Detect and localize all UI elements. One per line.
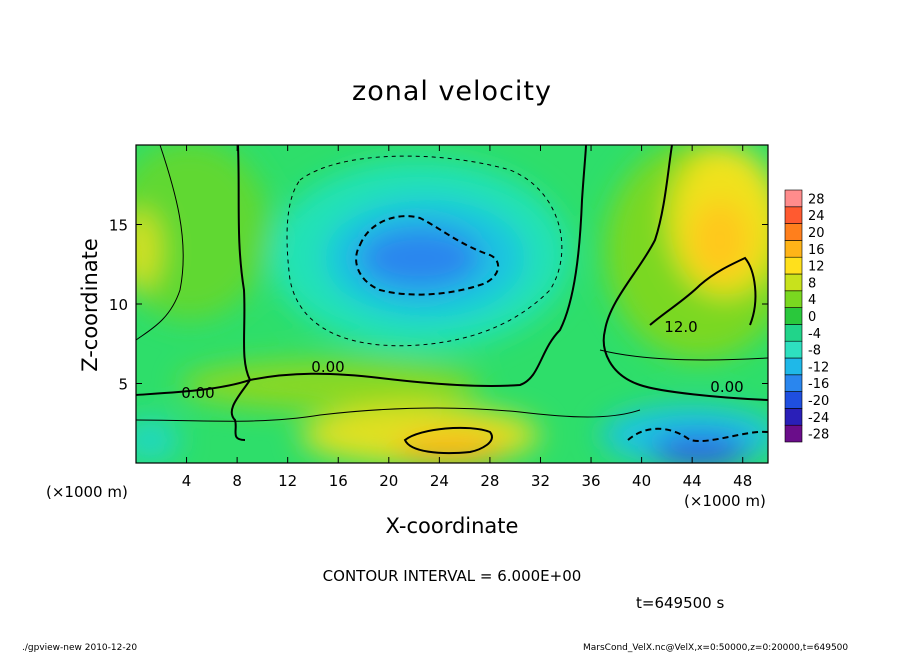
colorbar-label-1: -24 [808,411,829,426]
colorbar-label-2: -20 [808,394,829,409]
contour-lines [136,145,768,455]
x-axis-unit-right: (×1000 m) [684,492,766,510]
thin-left-contour [136,145,184,341]
colorbar-swatch-7 [784,307,803,325]
y-tick-label-1: 10 [109,296,128,314]
thin-right-contour [599,349,768,361]
contour-interval-note: CONTOUR INTERVAL = 6.000E+00 [322,567,582,585]
x-axis-label: X-coordinate [385,514,519,538]
x-tick-label-11: 48 [733,472,752,490]
colorbar-label-8: 4 [808,293,816,308]
y-tick-label-0: 5 [118,376,128,394]
chart-title: zonal velocity [352,76,552,107]
colorbar-label-11: 16 [808,243,825,258]
surface-orange-contour [403,426,493,455]
x-tick-label-9: 40 [632,472,651,490]
contour-label-2: 0.00 [710,378,743,396]
jet-core-contour [355,215,500,296]
colorbar-swatch-4 [784,357,803,376]
x-tick-label-1: 8 [232,472,242,490]
x-tick-label-10: 44 [683,472,702,490]
colorbar-swatch-12 [784,223,803,241]
x-tick-label-8: 36 [581,472,600,490]
footer-right-text: MarsCond_VelX.nc@VelX,x=0:50000,z=0:2000… [583,643,849,653]
colorbar-label-10: 12 [808,260,825,275]
y-tick-label-2: 15 [109,217,128,235]
colorbar-label-12: 20 [808,226,825,241]
colorbar-swatch-10 [784,256,803,275]
upper-right-orange [690,200,750,280]
contour-labels: 0.00 0.00 0.00 12.0 [181,318,743,402]
surface-orange [395,434,505,463]
colorbar-label-13: 24 [808,209,825,224]
colorbar-swatch-2 [784,391,803,409]
thin-dashed-halo [286,155,563,347]
contour-label-0: 0.00 [181,384,214,402]
x-tick-label-0: 4 [182,472,192,490]
footer-left-text: ./gpview-new 2010-12-20 [22,643,138,653]
colorbar-swatch-5 [784,340,803,359]
zero-contour-left [230,145,252,441]
colorbar-swatch-8 [784,290,803,308]
colorbar-swatch-14 [784,189,803,208]
colorbar-swatch-13 [784,206,803,224]
lower-right-blue [650,434,750,463]
colorbar-label-4: -12 [808,360,829,375]
colorbar-swatch-11 [784,240,803,258]
colorbar-label-7: 0 [808,310,816,325]
colorbar-swatch-3 [784,374,803,392]
lower-left-cyan [136,418,180,462]
contour-label-3: 12.0 [664,318,697,336]
time-stamp: t=649500 s [636,594,725,612]
colorbar-label-3: -16 [808,377,829,392]
jet-core [358,226,482,290]
colorbar-swatch-6 [784,324,803,342]
x-axis-unit-left: (×1000 m) [46,483,128,501]
upper-left-green [136,145,270,320]
colorbar-swatch-9 [784,273,803,292]
colorbar-swatch-1 [784,408,803,426]
x-tick-label-5: 24 [430,472,449,490]
x-tick-label-3: 16 [329,472,348,490]
zero-contour-right [602,145,768,401]
colorbar-label-14: 28 [808,192,825,207]
mid-band-green [180,360,480,410]
lower-right-dashed [627,427,768,442]
contour-label-1: 0.00 [311,358,344,376]
x-tick-label-6: 28 [480,472,499,490]
colorbar-label-5: -8 [808,344,821,359]
x-tick-label-7: 32 [531,472,550,490]
zero-contour-mid [136,145,587,396]
x-tick-label-2: 12 [278,472,297,490]
x-tick-label-4: 20 [379,472,398,490]
twelve-contour [649,256,757,326]
left-edge-yellow [136,210,160,290]
colorbar-label-9: 8 [808,276,816,291]
velocity-field [136,145,768,463]
colorbar-label-0: -28 [808,428,829,443]
colorbar-label-6: -4 [808,327,821,342]
colorbar-swatch-0 [784,424,803,443]
thin-lower-contour [136,407,641,422]
